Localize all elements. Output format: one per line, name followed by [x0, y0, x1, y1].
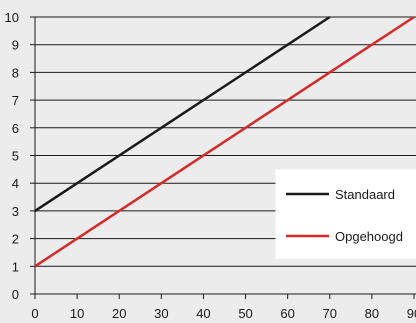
series-line-standaard [34, 15, 331, 212]
y-tick-label: 8 [12, 65, 19, 80]
y-tick-label: 3 [12, 204, 19, 219]
x-tick-label: 70 [323, 306, 337, 321]
x-tick-label: 80 [365, 306, 379, 321]
y-axis-ticks: 0 1 2 3 4 5 6 7 8 9 10 [5, 10, 35, 302]
series-line-opgehoogd [34, 15, 415, 268]
x-tick-label: 0 [31, 306, 38, 321]
legend-label-standaard: Standaard [335, 187, 395, 202]
y-tick-label: 4 [12, 176, 19, 191]
y-tick-label: 1 [12, 259, 19, 274]
x-axis-ticks: 0 10 20 30 40 50 60 70 80 90 [31, 294, 416, 321]
y-tick-label: 10 [5, 10, 19, 25]
x-tick-label: 90 [407, 306, 416, 321]
series-lines [34, 15, 415, 268]
y-tick-label: 6 [12, 121, 19, 136]
x-tick-label: 60 [280, 306, 294, 321]
x-tick-label: 20 [112, 306, 126, 321]
y-tick-label: 0 [12, 287, 19, 302]
y-tick-label: 5 [12, 149, 19, 164]
x-tick-label: 10 [70, 306, 84, 321]
x-tick-label: 40 [196, 306, 210, 321]
x-tick-label: 30 [154, 306, 168, 321]
y-tick-label: 9 [12, 38, 19, 53]
x-tick-label: 50 [238, 306, 252, 321]
y-tick-label: 7 [12, 93, 19, 108]
y-tick-label: 2 [12, 232, 19, 247]
gridlines [34, 16, 416, 299]
legend: Standaard Opgehoogd [275, 169, 416, 259]
legend-label-opgehoogd: Opgehoogd [335, 229, 403, 244]
legend-box [275, 169, 416, 259]
